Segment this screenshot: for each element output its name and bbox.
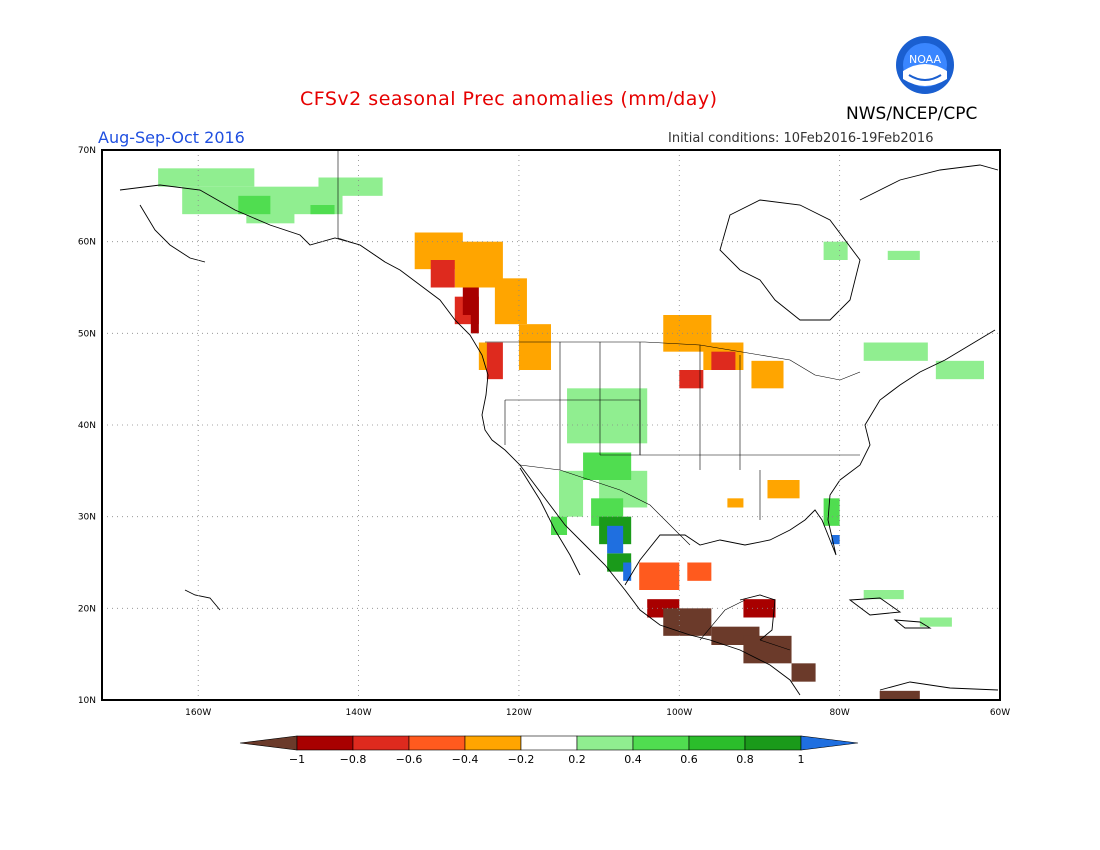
coastline-outline bbox=[119, 164, 999, 696]
anomaly-cell bbox=[430, 260, 455, 288]
colorbar-label: 1 bbox=[798, 753, 805, 766]
lon-tick-label: 140W bbox=[346, 708, 372, 718]
anomaly-pacific-nw-extreme-dry bbox=[462, 287, 479, 334]
anomaly-cell bbox=[559, 470, 584, 517]
anomaly-cell bbox=[823, 498, 840, 526]
colorbar-swatch bbox=[744, 735, 802, 751]
anomaly-cell bbox=[863, 342, 928, 361]
anomaly-cell bbox=[711, 351, 736, 370]
colorbar-swatch bbox=[688, 735, 746, 751]
map-frame bbox=[101, 149, 1001, 701]
colorbar-label: 0.6 bbox=[680, 753, 698, 766]
anomaly-cell bbox=[486, 342, 503, 380]
anomaly-cell bbox=[158, 168, 255, 187]
colorbar-swatch bbox=[296, 735, 354, 751]
anomaly-caribbean-wet bbox=[863, 590, 952, 627]
anomaly-southeast-dry bbox=[727, 480, 800, 508]
anomaly-cell bbox=[567, 388, 648, 444]
lat-tick-label: 70N bbox=[78, 146, 96, 156]
anomaly-cell bbox=[318, 177, 383, 196]
anomaly-cell bbox=[607, 525, 624, 554]
anomaly-cell bbox=[751, 360, 784, 389]
anomaly-cell bbox=[623, 562, 632, 581]
lon-tick-label: 100W bbox=[666, 708, 692, 718]
colorbar-label: −1 bbox=[289, 753, 305, 766]
colorbar-label: −0.2 bbox=[508, 753, 535, 766]
organization-label: NWS/NCEP/CPC bbox=[846, 104, 978, 124]
anomaly-cell bbox=[518, 324, 551, 370]
anomaly-cell bbox=[687, 562, 712, 581]
lon-tick-label: 60W bbox=[990, 708, 1010, 718]
anomaly-central-america-extreme-dry bbox=[663, 608, 920, 700]
map-background bbox=[102, 150, 1000, 700]
colorbar-label: 0.4 bbox=[624, 753, 642, 766]
colorbar-swatch bbox=[632, 735, 690, 751]
anomaly-mexico-very-wet bbox=[607, 525, 632, 581]
anomaly-cell bbox=[743, 599, 776, 618]
season-label: Aug-Sep-Oct 2016 bbox=[98, 128, 245, 147]
anomaly-alaska-wet-strong bbox=[238, 195, 335, 215]
colorbar-label: 0.2 bbox=[568, 753, 586, 766]
anomaly-cell bbox=[639, 562, 680, 590]
anomaly-cell bbox=[919, 617, 952, 627]
anomaly-cell bbox=[494, 278, 527, 325]
lat-tick-label: 40N bbox=[78, 421, 96, 431]
colorbar-label: −0.6 bbox=[396, 753, 423, 766]
anomaly-cell bbox=[887, 250, 920, 260]
colorbar-swatch bbox=[464, 735, 522, 751]
anomaly-florida-very-wet bbox=[831, 535, 840, 545]
anomaly-northern-plains-very-dry bbox=[679, 351, 736, 389]
lat-tick-label: 20N bbox=[78, 604, 96, 614]
svg-text:NOAA: NOAA bbox=[909, 53, 942, 66]
colorbar-label: −0.8 bbox=[340, 753, 367, 766]
anomaly-cell bbox=[679, 370, 704, 389]
anomaly-cell bbox=[767, 480, 800, 499]
anomaly-cell bbox=[583, 452, 632, 480]
colorbar-high-arrow bbox=[800, 735, 859, 751]
lat-tick-label: 60N bbox=[78, 238, 96, 248]
lat-tick-label: 50N bbox=[78, 329, 96, 339]
anomaly-eastern-canada-wet bbox=[823, 241, 984, 380]
map-title: CFSv2 seasonal Prec anomalies (mm/day) bbox=[300, 88, 718, 110]
colorbar-low-arrow bbox=[239, 735, 298, 751]
anomaly-cell bbox=[727, 498, 744, 508]
lon-tick-label: 120W bbox=[506, 708, 532, 718]
initial-conditions-label: Initial conditions: 10Feb2016-19Feb2016 bbox=[668, 131, 934, 146]
anomaly-cell bbox=[310, 205, 335, 215]
colorbar-swatch bbox=[352, 735, 410, 751]
anomaly-cell bbox=[238, 195, 271, 215]
anomaly-mexico-gulf-dry bbox=[639, 562, 712, 590]
colorbar-swatch bbox=[408, 735, 466, 751]
colorbar-label: −0.4 bbox=[452, 753, 479, 766]
anomaly-cell bbox=[663, 608, 712, 636]
colorbar: −1 −0.8 −0.6 −0.4 −0.2 0.2 0.4 0.6 0.8 1 bbox=[239, 735, 859, 766]
anomaly-cell bbox=[823, 241, 848, 260]
anomaly-cell bbox=[935, 360, 984, 380]
noaa-logo-icon: NOAA bbox=[896, 36, 954, 94]
anomaly-cell bbox=[879, 690, 920, 700]
political-borders bbox=[337, 150, 861, 651]
anomaly-cell bbox=[831, 535, 840, 545]
lat-tick-label: 30N bbox=[78, 513, 96, 523]
colorbar-swatch bbox=[520, 735, 578, 751]
colorbar-swatch bbox=[576, 735, 634, 751]
lon-tick-label: 160W bbox=[185, 708, 211, 718]
anomaly-cell bbox=[462, 287, 479, 315]
lat-tick-label: 10N bbox=[78, 696, 96, 706]
colorbar-label: 0.8 bbox=[736, 753, 754, 766]
anomaly-cell bbox=[791, 663, 816, 682]
axis-tick-labels: 160W 140W 120W 100W 80W 60W 10N 20N 30N 40N 50N 60N… bbox=[78, 146, 1010, 718]
anomaly-florida-wet bbox=[823, 498, 840, 526]
anomaly-cell bbox=[470, 315, 479, 334]
anomaly-cell bbox=[743, 635, 792, 664]
anomaly-cell bbox=[863, 590, 904, 600]
lon-tick-label: 80W bbox=[829, 708, 849, 718]
